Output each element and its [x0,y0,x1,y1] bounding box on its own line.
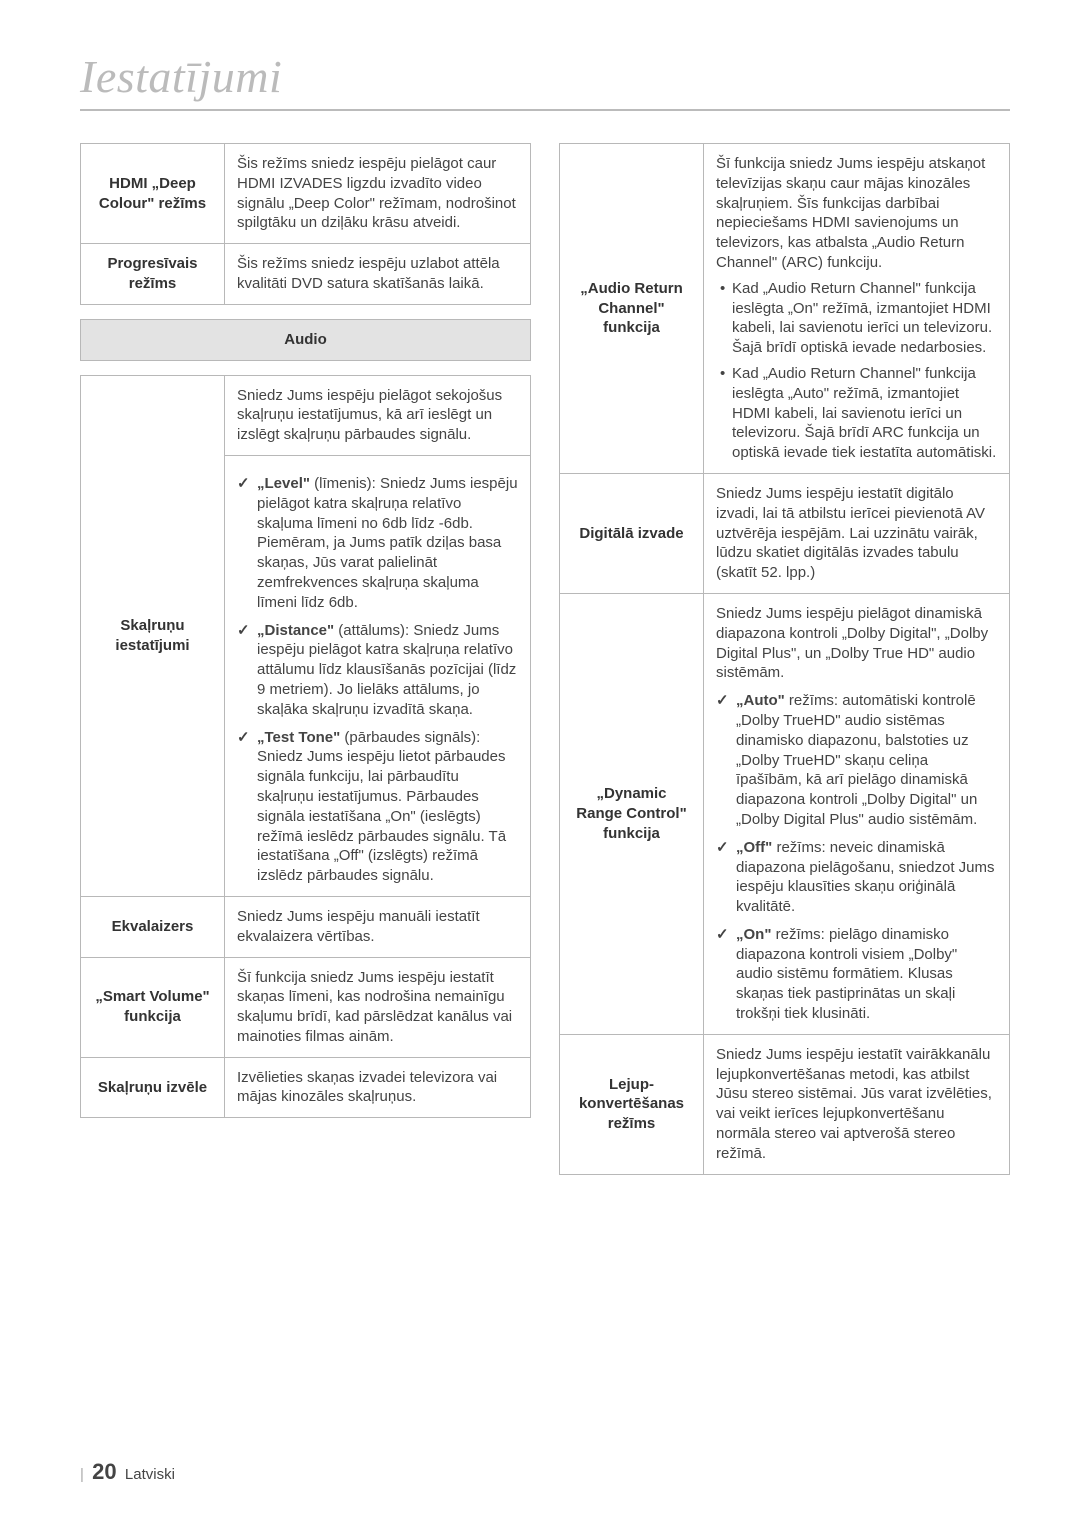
bullet-item: Kad „Audio Return Channel" funkcija iesl… [716,279,997,358]
page-number: 20 [92,1459,116,1484]
digital-label: Digitālā izvade [560,473,704,593]
check-item: „Distance" (attālums): Sniedz Jums iespē… [237,621,518,720]
page-title: Iestatījumi [80,50,1010,103]
arc-desc: Šī funkcija sniedz Jums iespēju atskaņot… [704,144,1010,474]
row-desc: Izvēlieties skaņas izvadei televizora va… [225,1057,531,1118]
check-item: „Level" (līmenis): Sniedz Jums iespēju p… [237,474,518,613]
row-desc: Šis režīms sniedz iespēju pielāgot caur … [225,144,531,244]
row-label: Skaļruņu izvēle [81,1057,225,1118]
audio-section-head: Audio [81,319,531,360]
check-item: „Test Tone" (pārbaudes signāls): Sniedz … [237,728,518,886]
right-table: „Audio Return Channel" funkcija Šī funkc… [559,143,1010,1175]
drc-desc: Sniedz Jums iespēju pielāgot dinamiskā d… [704,593,1010,1034]
row-label: Progresīvais režīms [81,244,225,305]
left-table-audio: Audio [80,319,531,361]
table-row: Lejup-konvertēšanas režīms Sniedz Jums i… [560,1034,1010,1174]
page-footer: | 20 Latviski [80,1459,175,1485]
row-desc: Šis režīms sniedz iespēju uzlabot attēla… [225,244,531,305]
left-table-1: HDMI „Deep Colour" režīms Šis režīms sni… [80,143,531,305]
digital-desc: Sniedz Jums iespēju iestatīt digitālo iz… [704,473,1010,593]
drc-intro: Sniedz Jums iespēju pielāgot dinamiskā d… [716,604,997,683]
table-row: „Dynamic Range Control" funkcija Sniedz … [560,593,1010,1034]
check-item: „Auto" režīms: automātiski kontrolē „Dol… [716,691,997,830]
bullet-item: Kad „Audio Return Channel" funkcija iesl… [716,364,997,463]
drc-label: „Dynamic Range Control" funkcija [560,593,704,1034]
arc-intro: Šī funkcija sniedz Jums iespēju atskaņot… [716,154,997,273]
downmix-label: Lejup-konvertēšanas režīms [560,1034,704,1174]
columns: HDMI „Deep Colour" režīms Šis režīms sni… [80,143,1010,1175]
page-language: Latviski [125,1466,175,1483]
table-row: Digitālā izvade Sniedz Jums iespēju iest… [560,473,1010,593]
table-row: „Audio Return Channel" funkcija Šī funkc… [560,144,1010,474]
speaker-settings-label: Skaļruņu iestatījumi [81,375,225,896]
check-item: „Off" režīms: neveic dinamiskā diapazona… [716,838,997,917]
arc-label: „Audio Return Channel" funkcija [560,144,704,474]
left-column: HDMI „Deep Colour" režīms Šis režīms sni… [80,143,531,1175]
row-label: Ekvalaizers [81,896,225,957]
table-row: HDMI „Deep Colour" režīms Šis režīms sni… [81,144,531,244]
check-item: „On" režīms: pielāgo dinamisko diapazona… [716,925,997,1024]
table-row: Skaļruņu izvēle Izvēlieties skaņas izvad… [81,1057,531,1118]
title-rule [80,109,1010,111]
row-label: HDMI „Deep Colour" režīms [81,144,225,244]
row-desc: Sniedz Jums iespēju manuāli iestatīt ekv… [225,896,531,957]
table-row: „Smart Volume" funkcija Šī funkcija snie… [81,957,531,1057]
left-table-2: Skaļruņu iestatījumi Sniedz Jums iespēju… [80,375,531,1119]
speaker-settings-intro: Sniedz Jums iespēju pielāgot sekojošus s… [225,375,531,455]
speaker-settings-list: „Level" (līmenis): Sniedz Jums iespēju p… [225,455,531,896]
downmix-desc: Sniedz Jums iespēju iestatīt vairākkanāl… [704,1034,1010,1174]
footer-bar: | [80,1466,84,1483]
table-row: Progresīvais režīms Šis režīms sniedz ie… [81,244,531,305]
section-header-row: Audio [81,319,531,360]
right-column: „Audio Return Channel" funkcija Šī funkc… [559,143,1010,1175]
table-row: Skaļruņu iestatījumi Sniedz Jums iespēju… [81,375,531,455]
row-label: „Smart Volume" funkcija [81,957,225,1057]
row-desc: Šī funkcija sniedz Jums iespēju iestatīt… [225,957,531,1057]
table-row: Ekvalaizers Sniedz Jums iespēju manuāli … [81,896,531,957]
